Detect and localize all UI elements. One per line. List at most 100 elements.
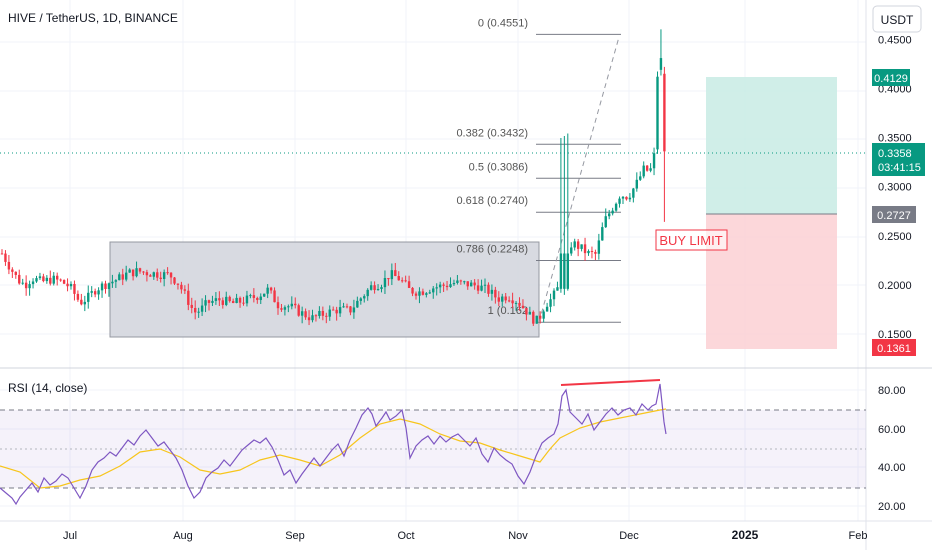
candle-body [639, 176, 642, 180]
candle-body [559, 253, 563, 289]
rsi-tick-label: 80.00 [878, 385, 906, 397]
candle-body [28, 284, 31, 289]
currency-button-label: USDT [881, 13, 914, 27]
candle-body [90, 291, 93, 293]
candle-body [87, 292, 90, 302]
candle-body [383, 278, 387, 288]
candle-body [187, 290, 190, 305]
rsi-ma-line [0, 408, 667, 489]
candle-body [525, 308, 528, 315]
candle-body [576, 241, 580, 249]
candle-body [42, 276, 45, 282]
candle-body [414, 293, 418, 296]
candle-body [214, 298, 218, 301]
candle-body [594, 251, 597, 254]
candle-body [73, 283, 76, 294]
currency-button[interactable] [872, 5, 922, 33]
candle-body [480, 285, 483, 291]
candle-body [487, 284, 490, 294]
candle-body [656, 76, 659, 150]
time-axis[interactable]: Jul Aug Sep Oct Nov Dec 2025 Feb [63, 528, 868, 542]
candle-body [442, 284, 445, 286]
candle-body [69, 283, 73, 287]
candle-body [197, 311, 200, 313]
price-tick-label: 0.4500 [878, 34, 912, 46]
candle-body [135, 268, 138, 277]
fib-trend-line[interactable] [538, 36, 620, 323]
candle-body [35, 278, 38, 282]
candle-body [307, 317, 311, 321]
time-tick-label: Dec [619, 530, 639, 542]
candle-body [152, 272, 155, 277]
candle-body [539, 315, 542, 319]
candle-body [404, 280, 407, 282]
candle-body [425, 293, 428, 295]
candle-body [252, 295, 256, 298]
candle-body [49, 277, 52, 284]
candle-body [376, 288, 380, 291]
candle-body [590, 250, 594, 252]
candle-body [190, 304, 193, 308]
candle-body [283, 307, 287, 310]
candle-body [628, 197, 632, 200]
candle-body [194, 307, 197, 313]
candle-body [52, 275, 55, 284]
candle-body [397, 276, 400, 281]
buy-limit-box[interactable] [655, 229, 728, 251]
candle-body [183, 289, 187, 291]
rsi-axis[interactable]: 80.00 60.00 40.00 20.00 [878, 385, 906, 513]
candle-body [652, 153, 656, 169]
candle-body [125, 272, 128, 280]
candle-body [269, 287, 273, 291]
candle-body [14, 271, 17, 275]
candle-body [321, 310, 325, 316]
candle-body [231, 301, 235, 304]
stop-price-badge [872, 339, 916, 356]
candle-body [507, 300, 511, 302]
candle-body [156, 272, 159, 278]
current-price-label: 0.3358 [878, 148, 912, 160]
target-zone[interactable] [706, 77, 837, 214]
candle-body [432, 288, 435, 293]
candle-body [290, 303, 293, 307]
stop-zone[interactable] [706, 214, 837, 349]
candle-body [62, 280, 66, 284]
stop-price-label: 0.1361 [877, 343, 911, 355]
candle-body [521, 305, 525, 309]
rsi-tick-label: 40.00 [878, 462, 906, 474]
candle-body [535, 315, 538, 324]
candle-body [328, 309, 331, 317]
candle-body [611, 210, 614, 214]
candle-body [280, 308, 283, 310]
candle-body [359, 298, 362, 301]
candle-body [300, 311, 304, 316]
candle-body [0, 253, 4, 255]
candle-body [604, 216, 607, 228]
candle-body [107, 283, 111, 290]
price-axis[interactable]: 0.4500 0.4000 0.3500 0.3000 0.2500 0.2000 0.15… [878, 34, 912, 341]
candle-body [162, 272, 166, 279]
candle-body [59, 279, 62, 281]
price-tick-label: 0.2500 [878, 231, 912, 243]
candle-body [380, 287, 383, 289]
candle-body [66, 283, 69, 287]
candle-body [228, 296, 231, 302]
candle-body [238, 297, 242, 303]
candle-body [114, 280, 118, 282]
time-tick-label: Nov [508, 530, 528, 542]
candle-body [218, 298, 221, 301]
candle-body [659, 58, 663, 70]
fib-retracement[interactable]: 0 (0.4551) 0.382 (0.3432) 0.5 (0.3086) 0.61… [456, 17, 621, 323]
candle-body [618, 198, 621, 204]
candle-body [18, 274, 21, 284]
candle-body [369, 285, 373, 290]
candle-body [573, 241, 576, 248]
candle-body [221, 300, 224, 305]
price-tick-label: 0.2000 [878, 280, 912, 292]
candle-body [80, 299, 83, 305]
fib-level-label: 0.618 (0.2740) [456, 195, 528, 207]
divergence-line[interactable] [560, 379, 661, 386]
time-tick-label: Feb [849, 530, 868, 542]
candle-body [7, 261, 11, 270]
